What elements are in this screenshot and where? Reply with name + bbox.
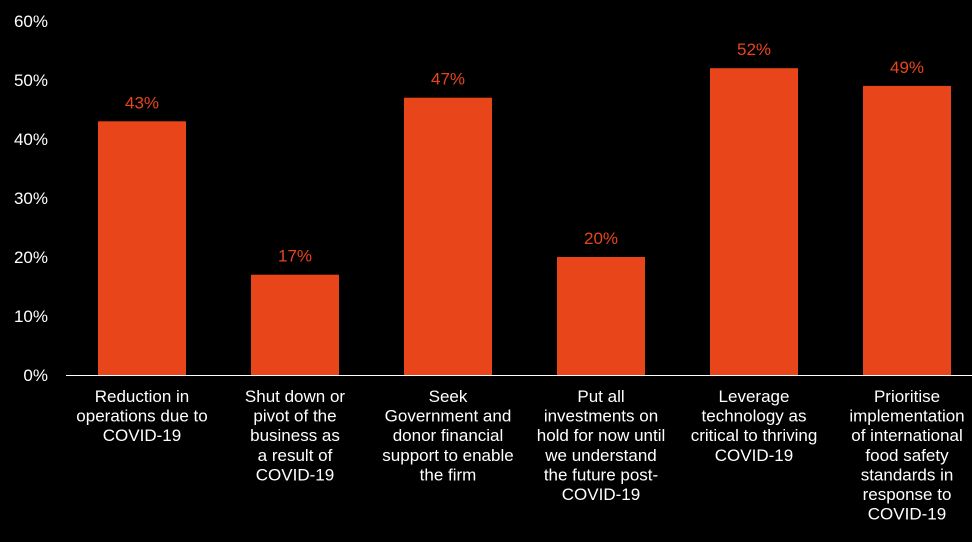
- x-tick-label: Shut down or pivot of the business as a res…: [245, 387, 346, 484]
- bar: [404, 97, 492, 375]
- y-axis: 0% 10% 20% 30% 40% 50% 60%: [14, 12, 48, 385]
- bar: [98, 121, 186, 375]
- x-axis-labels: Reduction in operations due to COVID-19 Shu…: [76, 387, 964, 524]
- bars: [98, 68, 951, 376]
- x-tick-label: Prioritise implementation of international…: [849, 387, 964, 524]
- x-tick-label: Seek Government and donor financial support…: [382, 387, 513, 484]
- bar: [863, 85, 951, 376]
- data-label: 47%: [431, 70, 465, 89]
- y-tick-label: 40%: [14, 130, 48, 149]
- bar: [557, 257, 645, 375]
- x-tick-label: Put all investments on hold for now until w…: [537, 387, 666, 504]
- y-tick-label: 60%: [14, 12, 48, 31]
- y-tick-label: 0%: [23, 366, 48, 385]
- bar: [251, 274, 339, 375]
- data-label: 20%: [584, 229, 618, 248]
- y-tick-label: 50%: [14, 71, 48, 90]
- y-tick-label: 10%: [14, 307, 48, 326]
- data-label: 17%: [278, 247, 312, 266]
- y-tick-label: 20%: [14, 248, 48, 267]
- data-label: 43%: [125, 93, 159, 112]
- y-tick-label: 30%: [14, 189, 48, 208]
- data-label: 52%: [737, 40, 771, 59]
- x-tick-label: Reduction in operations due to COVID-19: [76, 387, 207, 445]
- bar: [710, 68, 798, 375]
- data-label: 49%: [890, 58, 924, 77]
- data-labels: 43% 17% 47% 20% 52% 49%: [125, 40, 924, 266]
- x-tick-label: Leverage technology as critical to thrivin…: [691, 387, 818, 465]
